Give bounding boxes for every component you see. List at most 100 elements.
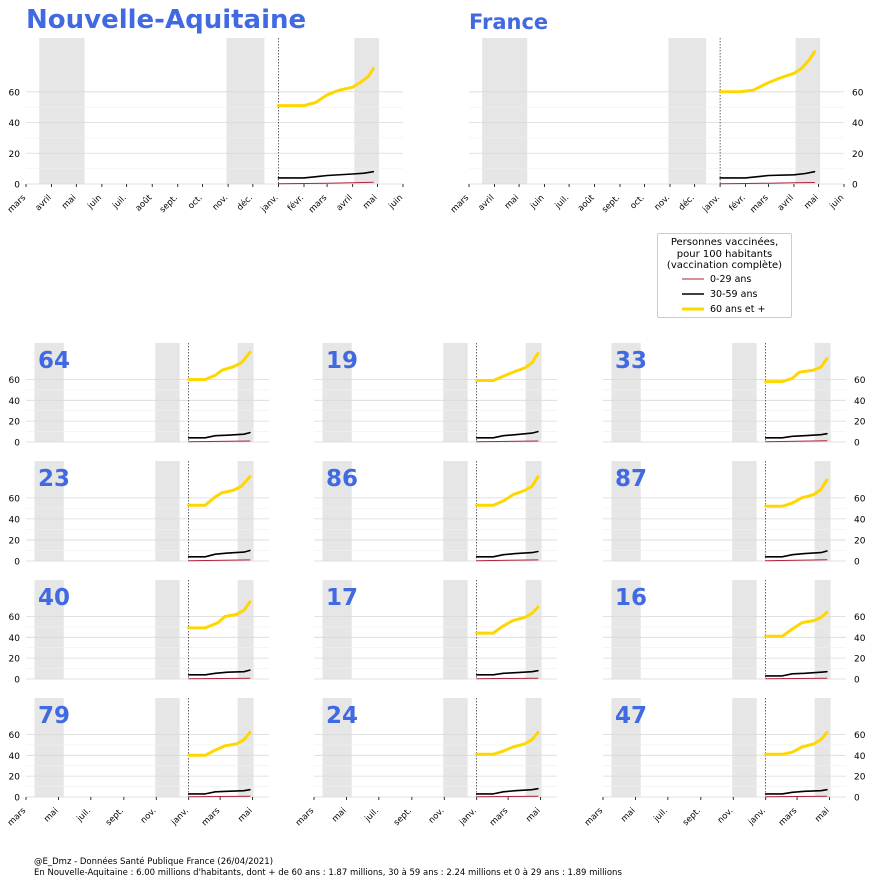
y-tick-label: 60 bbox=[854, 494, 866, 504]
x-tick-label: mai bbox=[813, 806, 831, 824]
series-line-30-59-ans bbox=[187, 431, 251, 439]
shaded-period-3 bbox=[814, 580, 831, 679]
y-tick-label: 20 bbox=[9, 536, 21, 546]
y-tick-label: 20 bbox=[9, 150, 21, 160]
shaded-period-2 bbox=[668, 38, 707, 184]
x-tick-label: mai bbox=[330, 806, 348, 824]
series-line-0-29-ans bbox=[476, 677, 539, 680]
series-line-30-59-ans bbox=[475, 669, 539, 676]
series-line-0-29-ans bbox=[476, 559, 539, 562]
series-line-0-29-ans bbox=[765, 559, 828, 562]
x-tick-label: sept. bbox=[158, 193, 180, 215]
shaded-period-1 bbox=[34, 461, 64, 561]
y-tick-label: 60 bbox=[854, 731, 866, 741]
y-tick-label: 60 bbox=[852, 88, 864, 98]
y-tick-label: 0 bbox=[14, 439, 20, 449]
panel-title: 17 bbox=[326, 585, 358, 611]
series-line-30-59-ans bbox=[187, 549, 251, 558]
x-tick-label: nov. bbox=[139, 806, 159, 826]
x-tick-label: juil. bbox=[651, 806, 670, 825]
series-line-60-ans-et- bbox=[764, 478, 829, 508]
shaded-period-2 bbox=[732, 461, 757, 561]
series-line-0-29-ans bbox=[476, 440, 539, 443]
x-tick-label: mai bbox=[60, 193, 78, 211]
x-tick-label: janv. bbox=[169, 806, 191, 828]
panel-title: Nouvelle-Aquitaine bbox=[26, 5, 306, 35]
panel-title: 23 bbox=[38, 466, 70, 492]
shaded-period-1 bbox=[611, 698, 641, 797]
series-line-60-ans-et- bbox=[475, 475, 540, 507]
series-line-0-29-ans bbox=[188, 795, 251, 798]
series-line-30-59-ans bbox=[764, 432, 828, 439]
shaded-period-1 bbox=[34, 580, 64, 679]
y-tick-label: 40 bbox=[9, 634, 21, 644]
legend-swatch-0-29 bbox=[682, 278, 704, 280]
series-line-60-ans-et- bbox=[187, 350, 252, 381]
panel-title: 24 bbox=[326, 703, 358, 729]
series-line-30-59-ans bbox=[187, 669, 251, 676]
y-tick-label: 60 bbox=[9, 731, 21, 741]
shaded-period-1 bbox=[611, 343, 641, 442]
shaded-period-1 bbox=[34, 343, 64, 442]
y-tick-label: 60 bbox=[854, 376, 866, 386]
panel-dept-23: 0 20 40 60 23 bbox=[9, 461, 269, 568]
y-tick-label: 40 bbox=[9, 119, 21, 129]
shaded-period-1 bbox=[611, 461, 641, 561]
series-line-0-29-ans bbox=[277, 181, 374, 185]
x-tick-label: mars bbox=[583, 806, 606, 829]
x-tick-label: janv. bbox=[700, 193, 722, 215]
series-line-60-ans-et- bbox=[475, 730, 540, 756]
x-tick-label: nov. bbox=[716, 806, 736, 826]
legend-item-30-59: 30-59 ans bbox=[658, 287, 791, 302]
legend-label-30-59: 30-59 ans bbox=[710, 288, 758, 300]
y-tick-label: 0 bbox=[854, 676, 860, 686]
footer-population: En Nouvelle-Aquitaine : 6.00 millions d'… bbox=[34, 868, 622, 878]
y-tick-label: 20 bbox=[852, 150, 864, 160]
shaded-period-2 bbox=[226, 38, 265, 184]
x-tick-label: mai bbox=[361, 193, 379, 211]
x-tick-label: nov. bbox=[653, 193, 673, 213]
x-tick-label: janv. bbox=[457, 806, 479, 828]
x-tick-label: juil. bbox=[110, 193, 129, 212]
x-tick-label: mai bbox=[619, 806, 637, 824]
y-tick-label: 40 bbox=[854, 515, 866, 525]
legend-title-line1: Personnes vaccinées, bbox=[670, 237, 779, 248]
shaded-period-2 bbox=[155, 580, 180, 679]
y-tick-label: 20 bbox=[854, 418, 866, 428]
x-tick-label: sept. bbox=[392, 806, 414, 828]
shaded-period-1 bbox=[322, 698, 352, 797]
x-tick-label: févr. bbox=[285, 192, 306, 213]
y-tick-label: 20 bbox=[9, 773, 21, 783]
series-line-60-ans-et- bbox=[718, 50, 816, 94]
y-tick-label: 40 bbox=[9, 752, 21, 762]
shaded-period-1 bbox=[611, 580, 641, 679]
y-tick-label: 40 bbox=[9, 515, 21, 525]
x-tick-label: mars bbox=[294, 806, 317, 829]
x-tick-label: juil. bbox=[362, 806, 381, 825]
shaded-period-2 bbox=[443, 461, 468, 561]
x-tick-label: déc. bbox=[234, 192, 255, 213]
series-line-30-59-ans bbox=[475, 430, 539, 439]
shaded-period-3 bbox=[237, 698, 254, 797]
series-line-0-29-ans bbox=[476, 795, 539, 798]
series-line-30-59-ans bbox=[475, 787, 539, 795]
x-tick-label: mai bbox=[524, 806, 542, 824]
series-line-0-29-ans bbox=[719, 182, 815, 185]
panel-title: 86 bbox=[326, 466, 358, 492]
legend-swatch-60plus bbox=[682, 307, 704, 311]
x-tick-label: mars bbox=[449, 193, 472, 216]
legend-title-line2: pour 100 habitants bbox=[676, 248, 773, 260]
x-tick-label: juin bbox=[528, 193, 547, 212]
x-tick-label: avril bbox=[776, 193, 796, 213]
panel-title: 87 bbox=[615, 466, 647, 492]
panel-dept-86: 86 bbox=[314, 461, 557, 562]
y-tick-label: 20 bbox=[854, 655, 866, 665]
panel-dept-40: 0 20 40 60 40 bbox=[9, 580, 269, 686]
y-tick-label: 60 bbox=[9, 376, 21, 386]
x-tick-label: mai bbox=[503, 193, 521, 211]
shaded-period-3 bbox=[354, 38, 380, 184]
x-tick-label: mai bbox=[42, 806, 60, 824]
x-tick-label: févr. bbox=[727, 192, 748, 213]
x-tick-label: mai bbox=[802, 193, 820, 211]
